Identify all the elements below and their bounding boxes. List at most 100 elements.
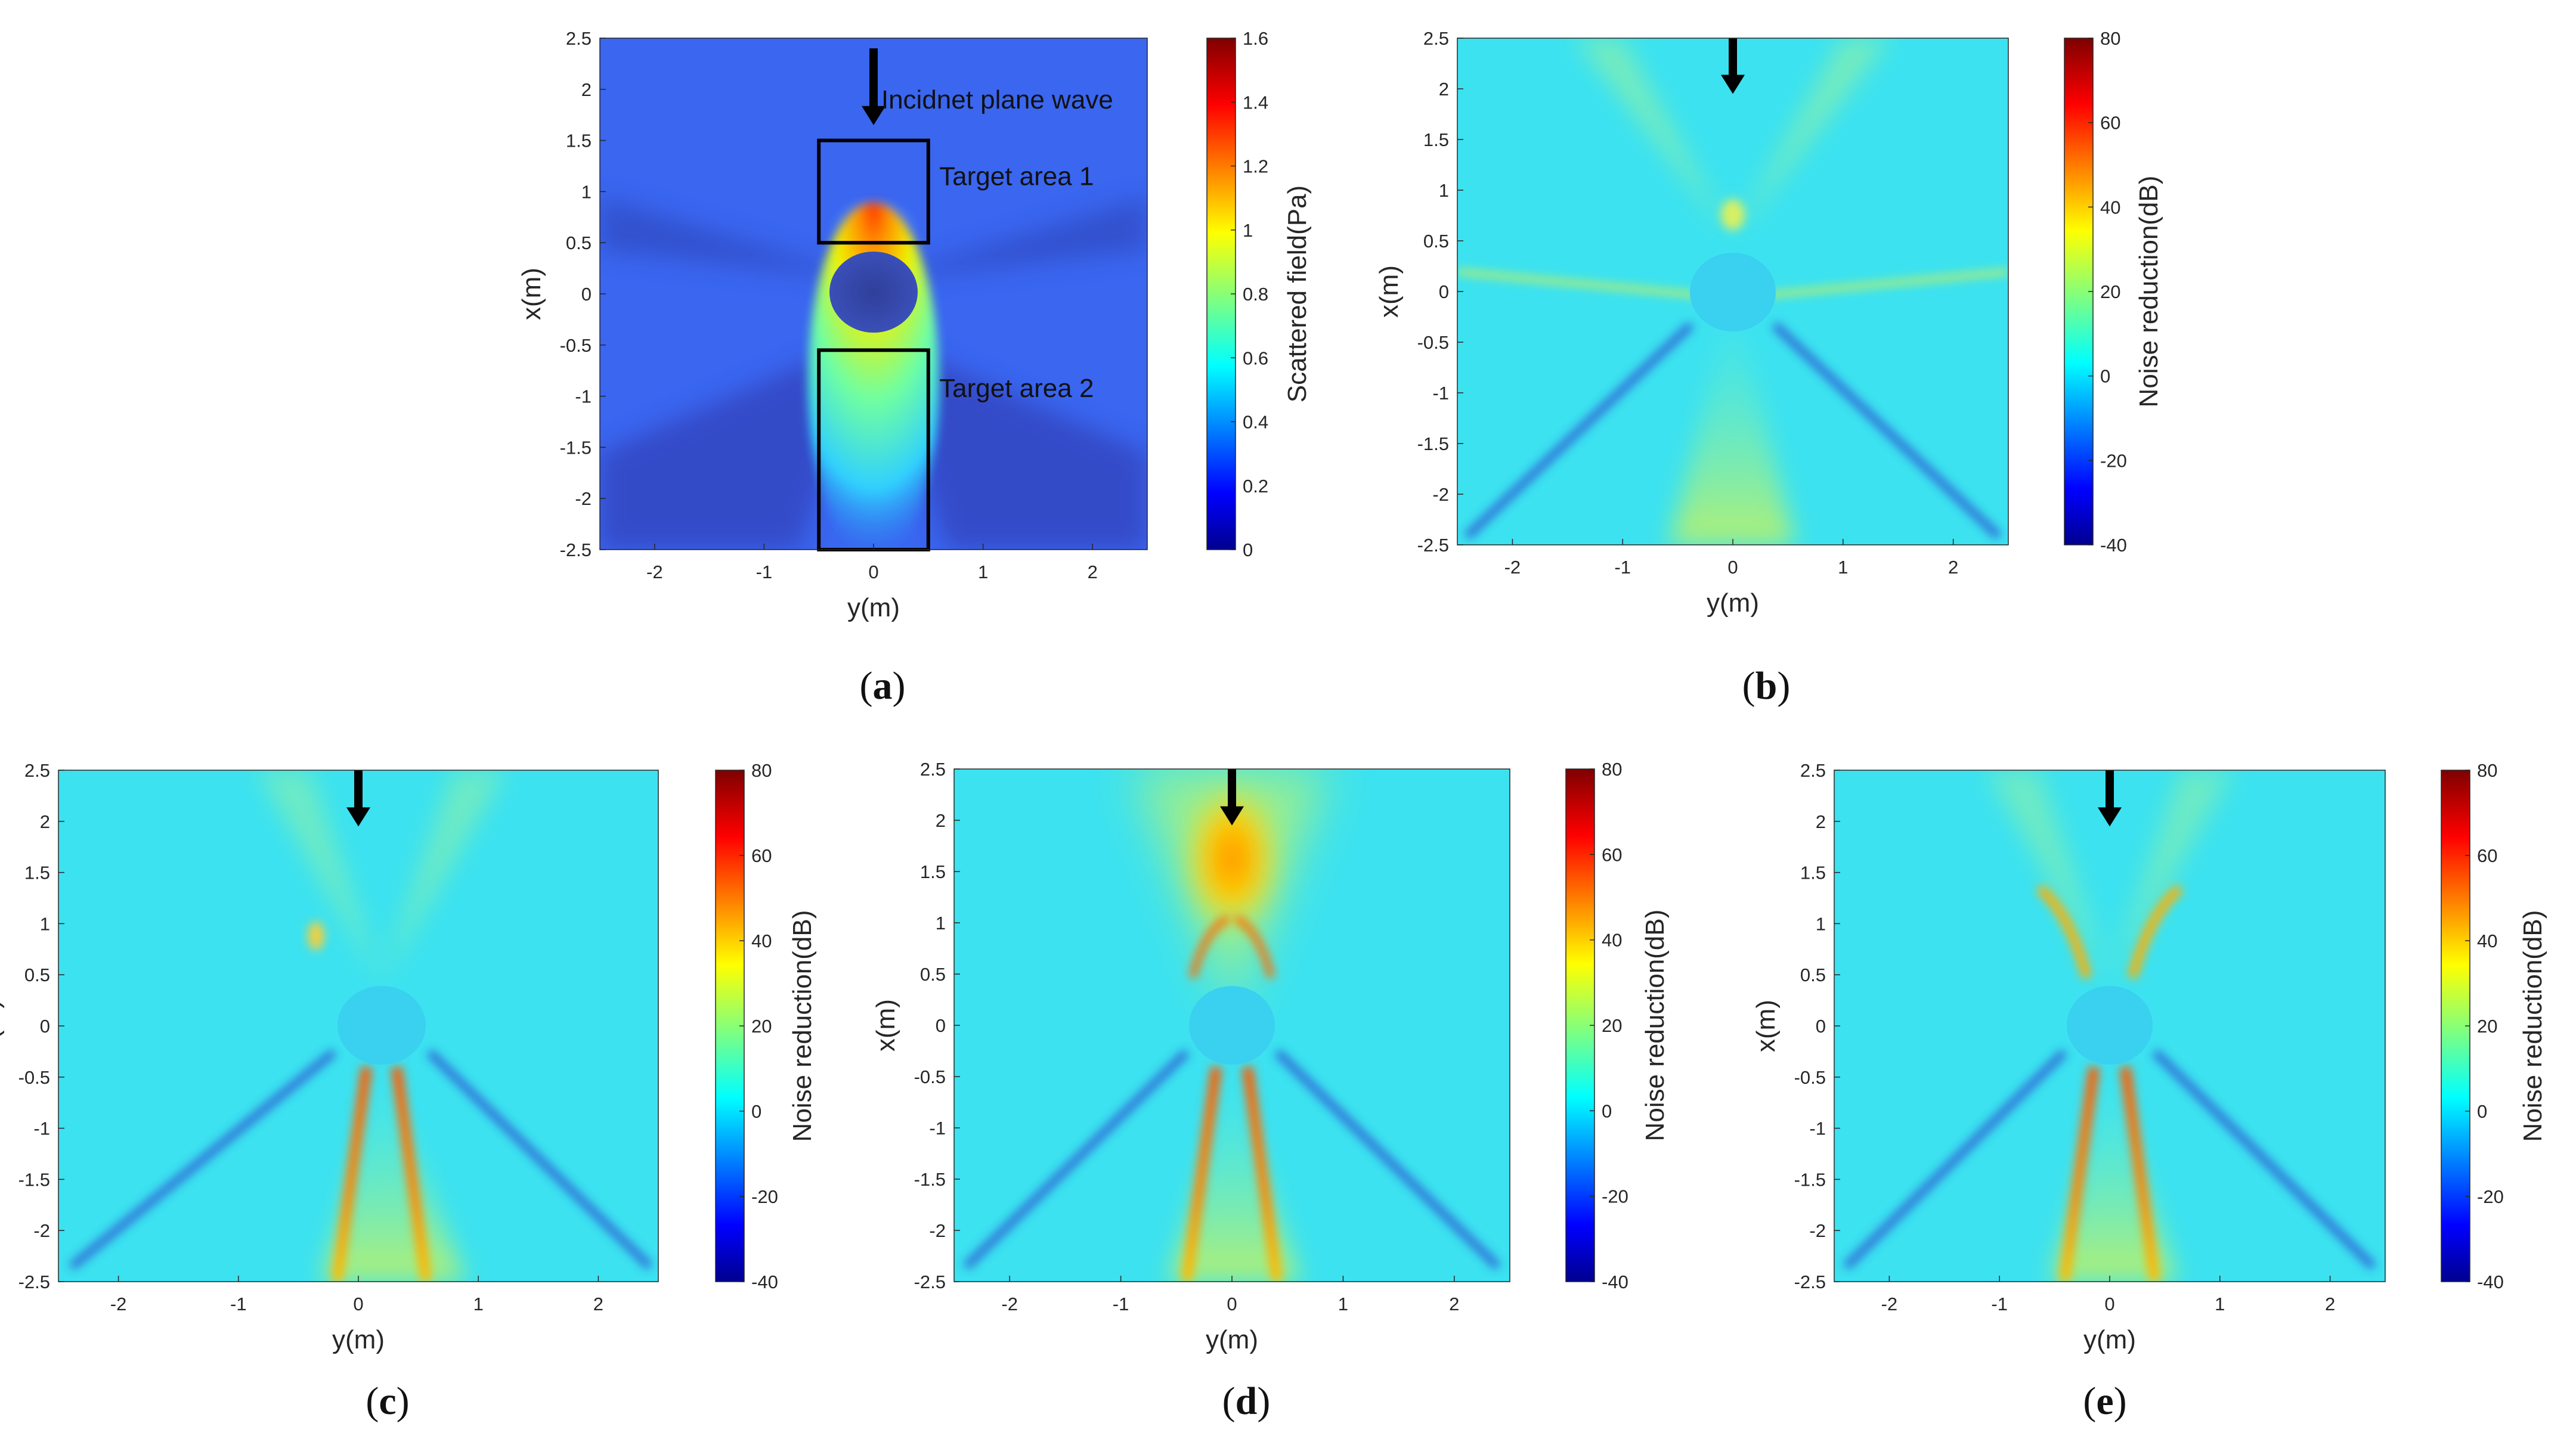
y-tick-label: -2.5: [914, 1272, 946, 1292]
colorbar-tick-label: -40: [751, 1272, 778, 1292]
axes-layer: -2 -1 0 1 2 2.5 2 1.5 1 0.5 0 -0.5 -1 -1.5 -2 -2.5 y(m) x…: [0, 28, 2547, 1423]
colorbar-tick-label: 1.2: [1243, 156, 1268, 177]
colorbar-tick-label: -20: [751, 1186, 778, 1207]
y-tick-label: 2.5: [920, 759, 946, 780]
x-tick-label: -1: [1991, 1294, 2008, 1314]
y-tick-label: -2.5: [18, 1272, 50, 1292]
x-tick-label: 1: [2215, 1294, 2225, 1314]
y-tick-label: -2: [1432, 484, 1449, 505]
colorbar-label: Noise reduction(dB): [2518, 910, 2547, 1142]
x-tick-label: 1: [473, 1294, 484, 1314]
colorbar-label: Noise reduction(dB): [788, 910, 817, 1142]
y-tick-label: -2.5: [560, 539, 592, 560]
colorbar-tick-label: 80: [2477, 760, 2497, 781]
panel-e: -2 -1 0 1 2 2.5 2 1.5 1 0.5 0 -0.5 -1 -1.5 -2 -2.5 y(m) x…: [1751, 760, 2547, 1423]
y-tick-label: -1.5: [18, 1169, 50, 1190]
panel-caption: (c): [366, 1379, 409, 1423]
y-tick-label: -1: [1432, 383, 1449, 404]
y-tick-label: 1.5: [1800, 863, 1826, 883]
x-tick-label: 0: [353, 1294, 363, 1314]
colorbar-tick-label: 1.4: [1243, 92, 1268, 113]
colorbar-tick-label: 0.6: [1243, 348, 1268, 368]
colorbar-tick-label: -20: [2477, 1186, 2504, 1207]
colorbar-tick-label: 60: [2100, 113, 2120, 134]
y-tick-label: 2: [1439, 79, 1449, 100]
y-tick-label: -1: [33, 1118, 50, 1139]
colorbar-label: Scattered field(Pa): [1283, 185, 1312, 402]
colorbar-tick-label: 20: [2477, 1016, 2497, 1037]
y-tick-label: -1.5: [1417, 433, 1449, 454]
x-tick-label: 0: [1727, 557, 1738, 578]
y-tick-label: 1: [581, 181, 592, 202]
y-tick-label: -1: [929, 1118, 946, 1139]
x-tick-label: -2: [1881, 1294, 1898, 1314]
x-axis-label: y(m): [1707, 588, 1759, 618]
x-tick-label: -1: [1614, 557, 1631, 578]
y-axis-label: x(m): [1751, 1000, 1781, 1052]
colorbar-label: Noise reduction(dB): [1640, 910, 1670, 1142]
incident-arrow-head: [1721, 75, 1745, 94]
y-tick-label: -1.5: [1794, 1169, 1826, 1190]
y-tick-label: -2: [1809, 1220, 1826, 1241]
y-tick-label: -2.5: [1794, 1272, 1826, 1292]
y-tick-label: 2: [1816, 811, 1826, 832]
panel-caption: (e): [2083, 1379, 2126, 1423]
x-tick-label: 2: [593, 1294, 603, 1314]
panel-caption-letter: b: [1755, 664, 1778, 708]
y-tick-label: 1.5: [24, 863, 50, 883]
colorbar-tick-label: -20: [2100, 450, 2127, 471]
colorbar-tick-label: -40: [2100, 535, 2127, 556]
x-tick-label: 0: [868, 562, 878, 582]
panel-a: -2 -1 0 1 2 2.5 2 1.5 1 0.5 0 -0.5 -1 -1.5 -2 -2.5 y(m) x…: [517, 28, 1312, 708]
colorbar-tick-label: 60: [2477, 845, 2497, 866]
panel-d: -2 -1 0 1 2 2.5 2 1.5 1 0.5 0 -0.5 -1 -1.5 -2 -2.5 y(m) x…: [871, 759, 1670, 1423]
y-tick-label: 0.5: [1423, 231, 1449, 252]
y-tick-label: -2.5: [1417, 535, 1449, 556]
panel-caption: (a): [860, 664, 906, 708]
colorbar-tick-label: 40: [2477, 931, 2497, 951]
x-tick-label: 2: [2325, 1294, 2335, 1314]
colorbar-tick-label: 0.8: [1243, 284, 1268, 305]
y-tick-label: 1: [936, 913, 946, 934]
y-tick-label: 0: [40, 1016, 50, 1037]
y-axis-label: x(m): [0, 1000, 5, 1052]
x-tick-label: 1: [1338, 1294, 1348, 1314]
x-tick-label: 0: [2104, 1294, 2114, 1314]
colorbar-tick-label: 0: [2100, 366, 2110, 387]
panel-caption-letter: a: [873, 664, 893, 708]
y-tick-label: 1: [1816, 913, 1826, 934]
y-tick-label: 1.5: [1423, 129, 1449, 150]
panel-caption-letter: c: [379, 1379, 396, 1423]
colorbar-tick-label: 20: [2100, 281, 2120, 302]
incident-arrow-head: [862, 106, 886, 125]
colorbar-tick-label: 80: [2100, 28, 2120, 49]
x-tick-label: 2: [1948, 557, 1958, 578]
incident-arrows: [346, 38, 2122, 827]
y-tick-label: 2.5: [1800, 760, 1826, 781]
colorbar-tick-label: 1.6: [1243, 28, 1268, 49]
panel-b: -2 -1 0 1 2 2.5 2 1.5 1 0.5 0 -0.5 -1 -1.5 -2 -2.5 y(m) x…: [1374, 28, 2163, 708]
colorbar-tick-label: 40: [751, 931, 772, 951]
x-axis-label: y(m): [847, 593, 900, 622]
colorbar-tick-label: 1: [1243, 220, 1253, 241]
colorbar-tick-label: 40: [1602, 930, 1622, 951]
panel-caption-letter: e: [2096, 1379, 2113, 1423]
y-axis-label: x(m): [871, 999, 900, 1052]
y-tick-label: 0.5: [1800, 965, 1826, 985]
x-tick-label: -1: [230, 1294, 247, 1314]
y-axis-label: x(m): [1374, 265, 1404, 318]
colorbar-tick-label: 0.4: [1243, 412, 1268, 433]
panel-caption: (d): [1222, 1379, 1271, 1423]
colorbar-label: Noise reduction(dB): [2134, 176, 2163, 408]
colorbar-tick-label: 0: [1243, 539, 1253, 560]
heatmap-field-c: [58, 770, 658, 1282]
x-tick-label: -1: [1113, 1294, 1129, 1314]
y-tick-label: 0: [1439, 281, 1449, 302]
y-tick-label: 1.5: [566, 131, 592, 151]
x-axis-label: y(m): [2083, 1325, 2136, 1354]
y-tick-label: 0.5: [24, 965, 50, 985]
colorbar-tick-label: 0: [2477, 1101, 2487, 1122]
y-tick-label: 1: [40, 913, 50, 934]
colorbar-tick-label: 60: [1602, 844, 1622, 865]
